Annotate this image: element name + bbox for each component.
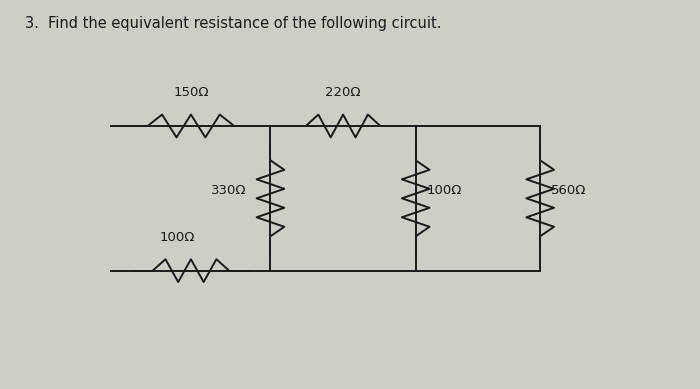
Text: 150Ω: 150Ω	[173, 86, 209, 99]
Text: 560Ω: 560Ω	[551, 184, 586, 197]
Text: 3.  Find the equivalent resistance of the following circuit.: 3. Find the equivalent resistance of the…	[25, 16, 442, 31]
Text: 100Ω: 100Ω	[160, 231, 195, 244]
Text: 220Ω: 220Ω	[326, 86, 360, 99]
Text: 330Ω: 330Ω	[211, 184, 246, 197]
Text: 100Ω: 100Ω	[426, 184, 461, 197]
